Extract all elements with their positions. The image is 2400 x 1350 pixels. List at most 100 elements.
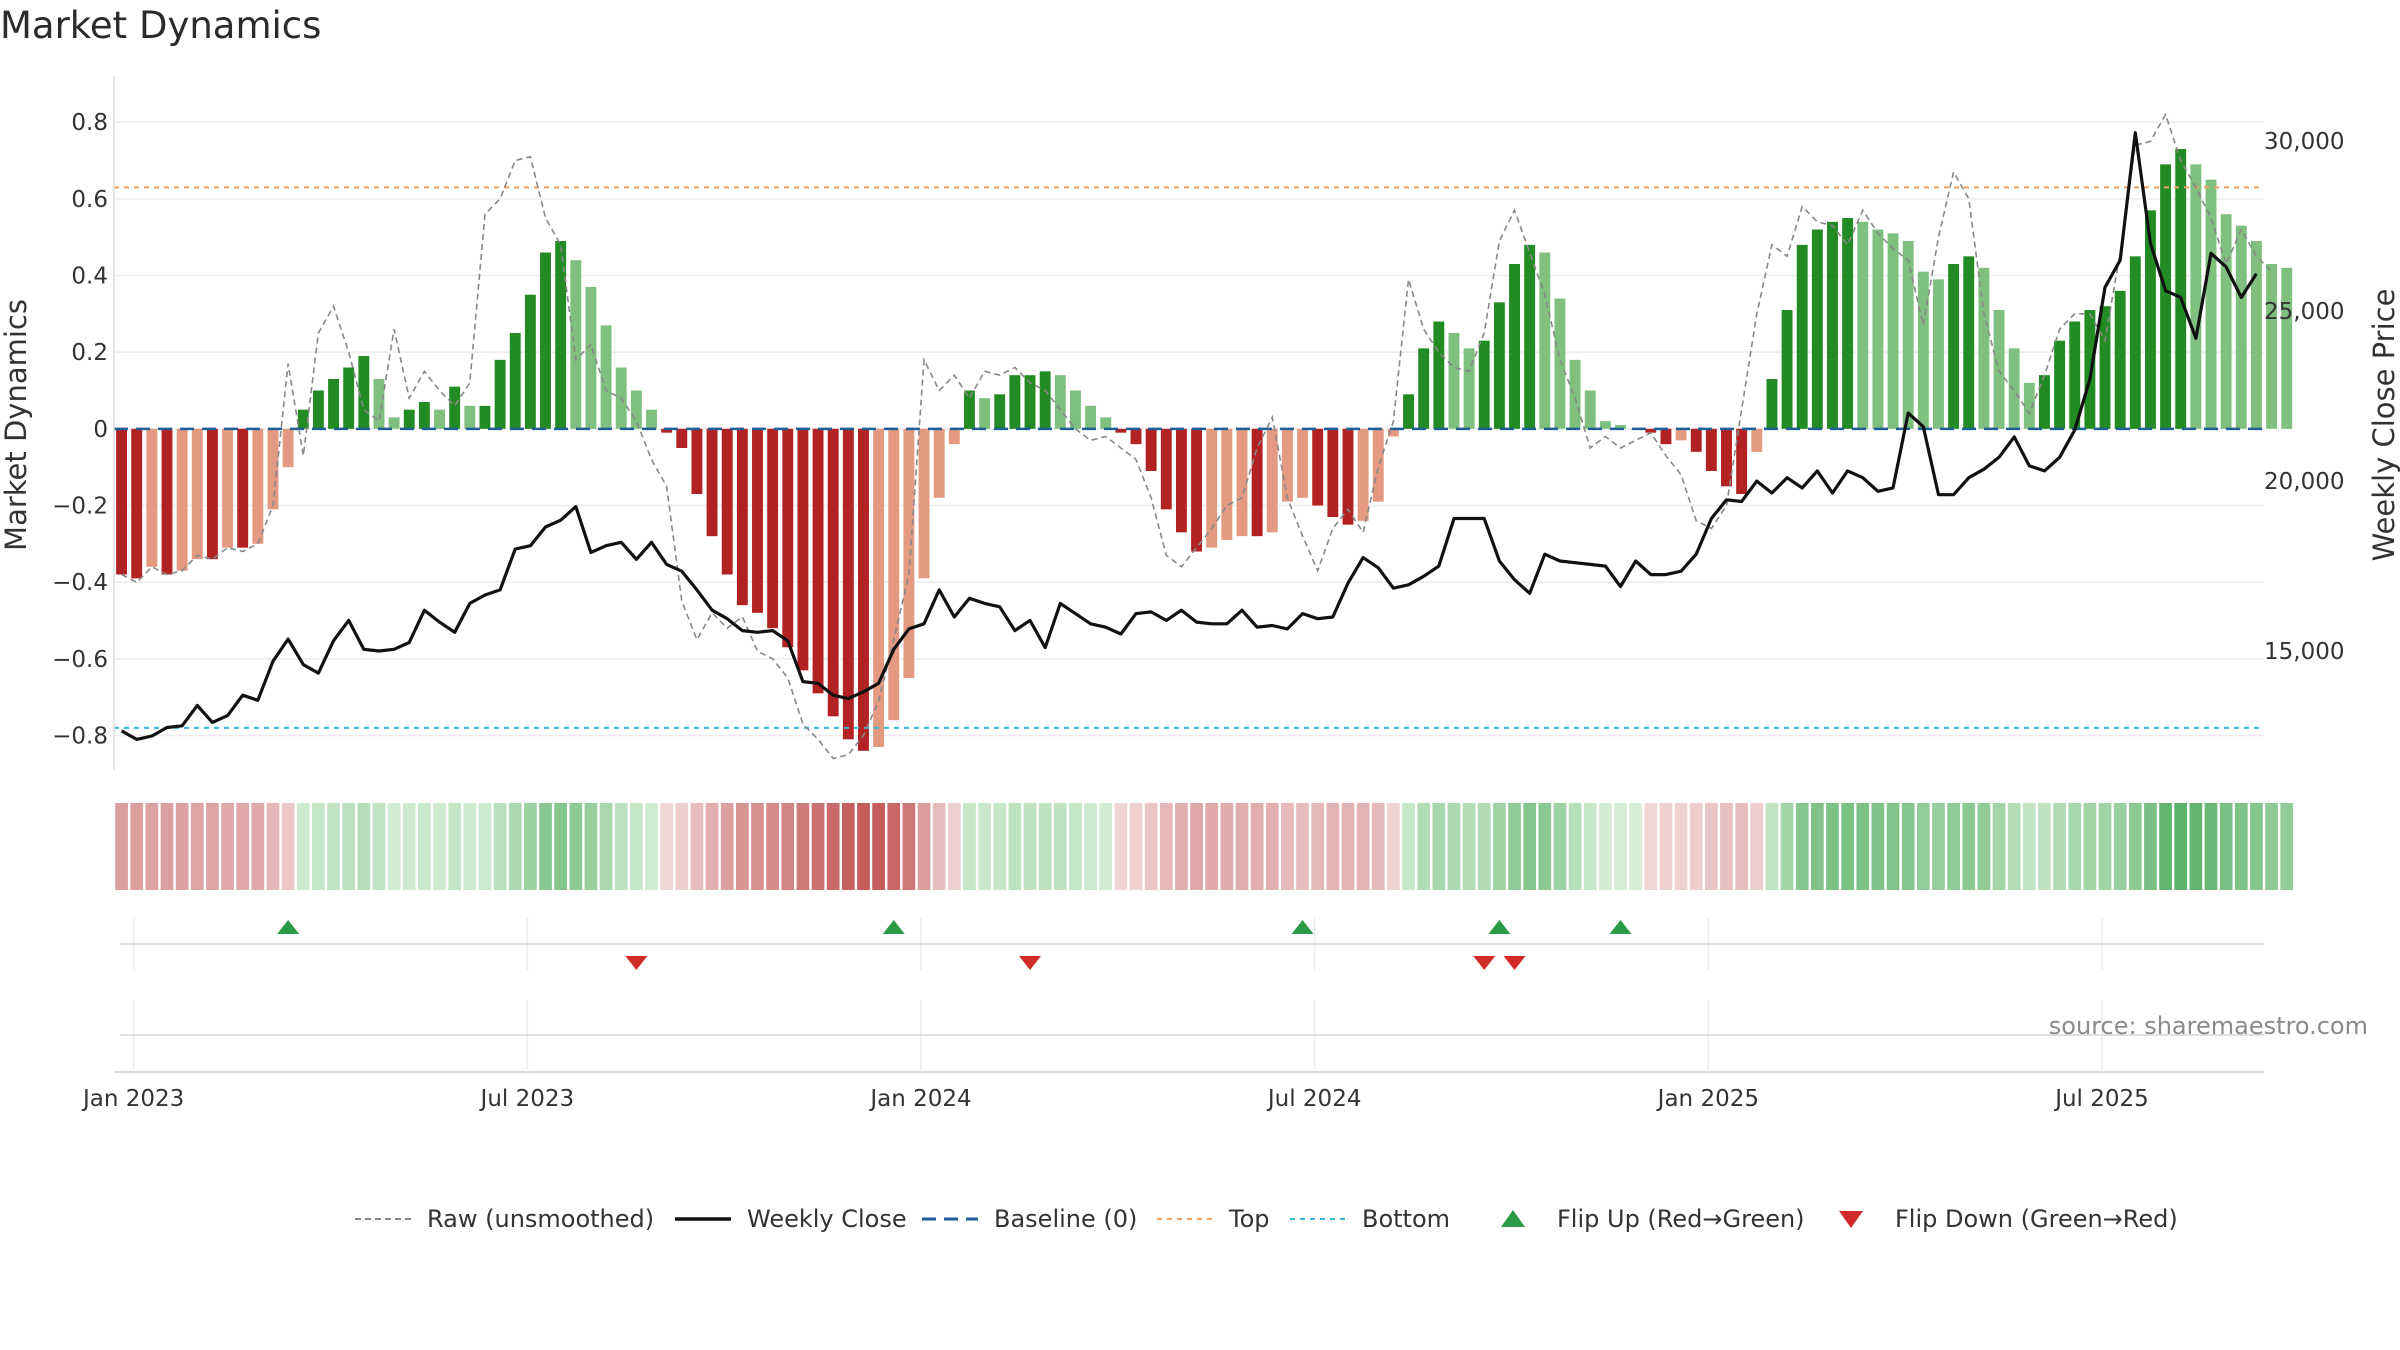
regime-strip-cell <box>2113 803 2127 890</box>
momentum-bar <box>1554 298 1566 429</box>
momentum-bar <box>600 325 612 429</box>
momentum-bar <box>1039 371 1051 429</box>
momentum-bar <box>2281 267 2293 429</box>
regime-strip-cell <box>160 803 174 890</box>
regime-strip-cell <box>1765 803 1779 890</box>
y-tick-label: 0.2 <box>71 340 108 366</box>
momentum-bar <box>1811 229 1823 429</box>
momentum-bar <box>797 428 809 671</box>
regime-strip <box>115 803 2294 890</box>
flip-down-marker <box>625 956 648 970</box>
momentum-bar <box>1584 390 1596 429</box>
momentum-bar <box>373 379 385 429</box>
regime-strip-cell <box>236 803 250 890</box>
regime-strip-cell <box>175 803 189 890</box>
y-tick-label: 0 <box>93 417 108 443</box>
regime-strip-cell <box>387 803 401 890</box>
regime-strip-cell <box>993 803 1007 890</box>
momentum-bar <box>1327 428 1339 517</box>
momentum-bar <box>964 390 975 429</box>
momentum-bar <box>161 428 173 575</box>
momentum-bar <box>176 428 188 571</box>
momentum-bar <box>1145 428 1157 471</box>
regime-strip-cell <box>1614 803 1627 890</box>
momentum-bar <box>1599 421 1611 429</box>
regime-strip-cell <box>1659 803 1673 890</box>
legend-label: Baseline (0) <box>994 1205 1137 1233</box>
regime-strip-cell <box>2053 803 2066 890</box>
regime-strip-cell <box>751 803 764 890</box>
legend-label: Flip Down (Green→Red) <box>1895 1205 2178 1233</box>
momentum-bar <box>1796 244 1808 429</box>
momentum-bar <box>1675 428 1687 441</box>
regime-strip-cell <box>720 803 734 890</box>
momentum-bar <box>343 367 355 429</box>
momentum-bar <box>1206 428 1218 548</box>
regime-strip-cell <box>599 803 613 890</box>
regime-strip-cell <box>1735 803 1748 890</box>
momentum-bar <box>2175 149 2187 429</box>
flip-up-marker <box>277 920 300 934</box>
regime-strip-cell <box>1886 803 1900 890</box>
momentum-bar <box>2054 340 2066 429</box>
regime-strip-cell <box>1220 803 1234 890</box>
flip-markers-panel <box>120 918 2264 970</box>
regime-strip-cell <box>675 803 689 890</box>
regime-strip-cell <box>1947 803 1960 890</box>
momentum-bar <box>1312 428 1324 506</box>
regime-strip-cell <box>2068 803 2082 890</box>
momentum-bar <box>691 428 703 494</box>
momentum-bar <box>721 428 733 575</box>
regime-strip-cell <box>115 803 128 890</box>
momentum-bar <box>2144 210 2156 429</box>
regime-strip-cell <box>1432 803 1446 890</box>
flip-up-marker <box>1609 920 1632 934</box>
regime-strip-cell <box>221 803 234 890</box>
momentum-bar <box>1751 428 1763 452</box>
momentum-bar <box>1917 271 1929 429</box>
regime-strip-cell <box>433 803 446 890</box>
regime-strip-cell <box>963 803 976 890</box>
legend-item-bottom: Bottom <box>1290 1205 1450 1233</box>
regime-strip-cell <box>2038 803 2051 890</box>
regime-strip-cell <box>1129 803 1143 890</box>
regime-strip-cell <box>1023 803 1037 890</box>
regime-strip-cell <box>1493 803 1506 890</box>
regime-strip-cell <box>1916 803 1930 890</box>
regime-strip-cell <box>1326 803 1340 890</box>
momentum-bar <box>1539 252 1551 429</box>
momentum-bar <box>676 428 688 448</box>
legend-item-top: Top <box>1157 1205 1270 1233</box>
regime-strip-cell <box>554 803 568 890</box>
momentum-bar <box>706 428 718 537</box>
momentum-bar <box>1933 279 1944 429</box>
regime-strip-cell <box>690 803 704 890</box>
legend-item-down: Flip Down (Green→Red) <box>1839 1205 2178 1233</box>
regime-strip-cell <box>296 803 310 890</box>
weekly-close-line <box>120 131 2258 741</box>
legend-label: Raw (unsmoothed) <box>427 1205 654 1233</box>
momentum-bar <box>1160 428 1172 510</box>
flip-up-marker <box>882 920 905 934</box>
regime-strip-cell <box>1281 803 1294 890</box>
legend-label: Flip Up (Red→Green) <box>1557 1205 1805 1233</box>
regime-strip-cell <box>478 803 492 890</box>
regime-strip-cell <box>1265 803 1279 890</box>
regime-strip-cell <box>2219 803 2233 890</box>
momentum-bar <box>1781 310 1793 429</box>
momentum-bar <box>2190 164 2202 429</box>
momentum-bar <box>1175 428 1187 533</box>
momentum-bar <box>1281 428 1293 502</box>
momentum-bar <box>1297 428 1309 498</box>
regime-strip-cell <box>584 803 598 890</box>
x-tick-label: Jul 2025 <box>2053 1086 2149 1112</box>
regime-strip-cell <box>2265 803 2278 890</box>
momentum-bar <box>752 428 763 613</box>
momentum-bar <box>2039 375 2050 429</box>
momentum-bar <box>1418 348 1430 429</box>
momentum-bar <box>873 428 885 747</box>
momentum-bar <box>782 428 794 648</box>
regime-strip-cell <box>1477 803 1491 890</box>
regime-strip-cell <box>2144 803 2157 890</box>
